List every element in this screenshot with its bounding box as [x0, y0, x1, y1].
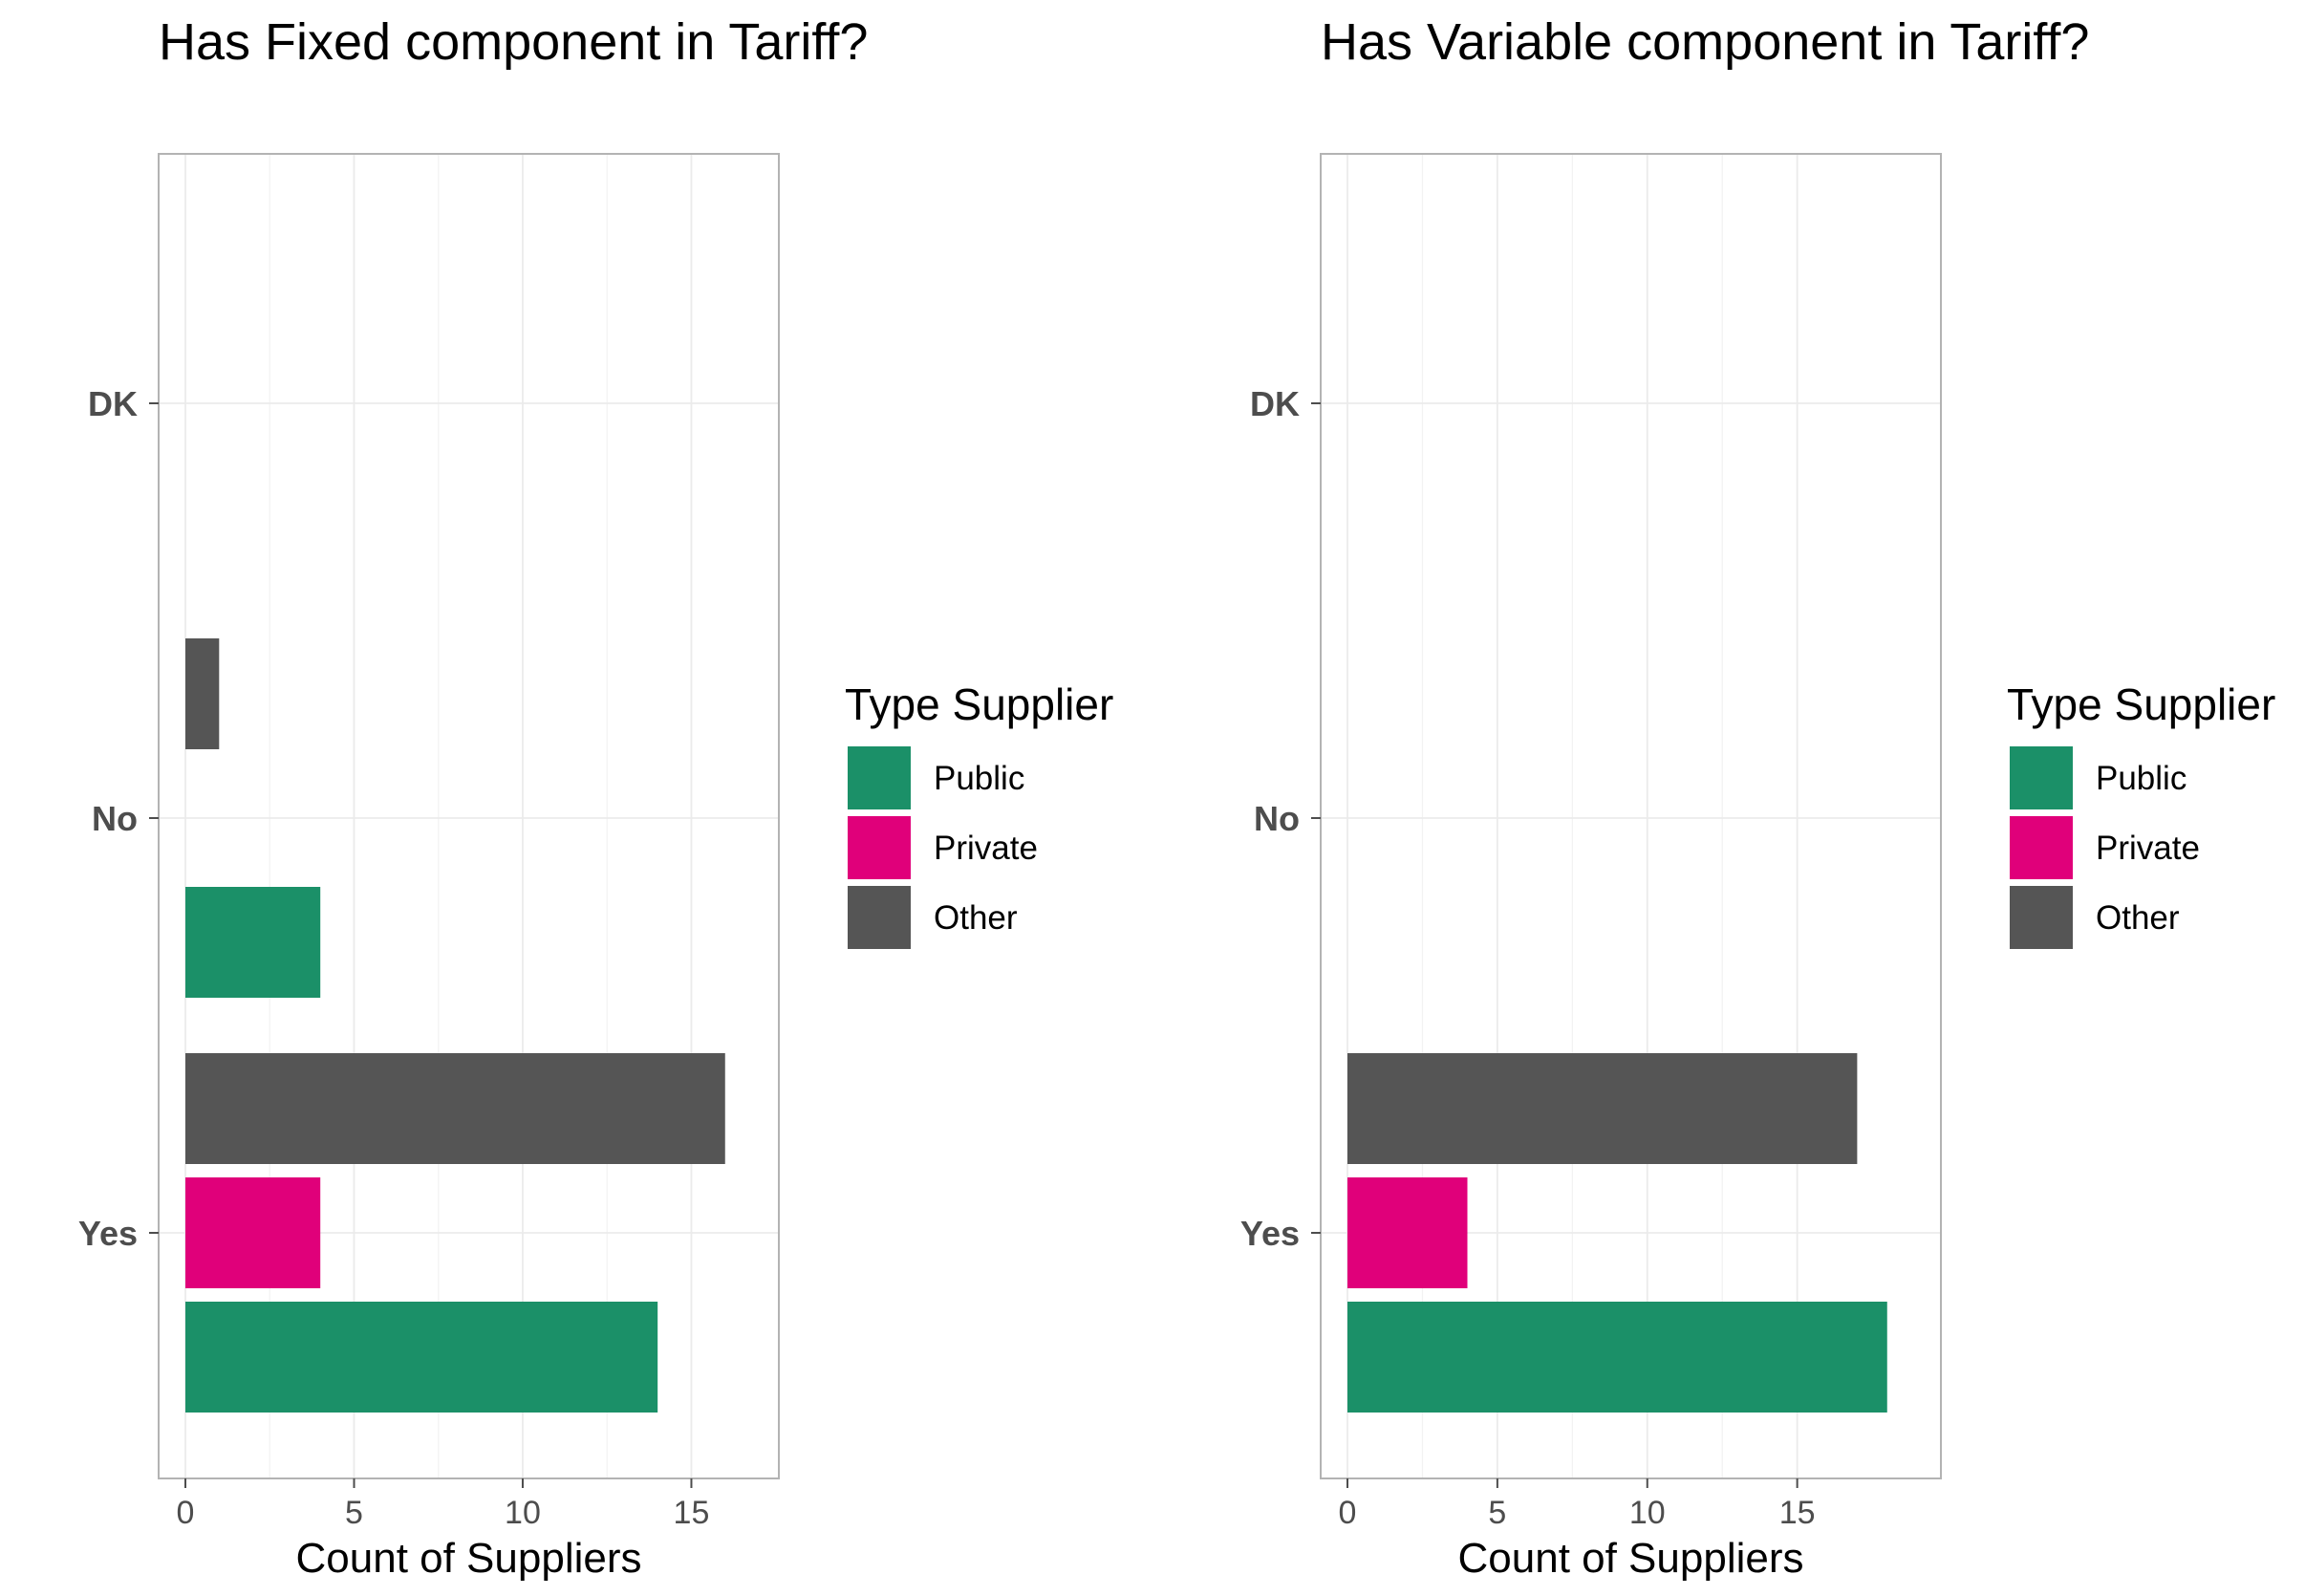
- legend-key-private: [2010, 816, 2073, 879]
- legend-label-public: Public: [2096, 760, 2187, 797]
- legend: Type Supplier Public Private Other: [845, 679, 1113, 949]
- chart-panel-1: Has Fixed component in Tariff? Yes No DK 0 5 1…: [78, 13, 1113, 1582]
- bar-public-yes: [185, 1302, 658, 1413]
- legend-label-public: Public: [934, 760, 1024, 797]
- legend-title: Type Supplier: [2007, 679, 2275, 729]
- panel-border: [158, 153, 780, 1479]
- x-axis-label: Count of Suppliers: [1458, 1535, 1804, 1582]
- legend-key-other: [2010, 886, 2073, 949]
- y-tick-label: DK: [1250, 384, 1300, 423]
- chart-title: Has Fixed component in Tariff?: [159, 13, 868, 71]
- legend-label-other: Other: [2096, 899, 2180, 937]
- x-tick-label: 15: [1779, 1495, 1816, 1531]
- x-tick-label: 5: [1488, 1495, 1506, 1531]
- legend-key-public: [848, 746, 911, 809]
- bar-public-no: [185, 887, 321, 998]
- x-tick-label: 5: [345, 1495, 363, 1531]
- legend-label-private: Private: [934, 830, 1038, 867]
- x-tick-label: 10: [505, 1495, 541, 1531]
- bar-public-yes: [1347, 1302, 1887, 1413]
- y-tick-label: Yes: [1240, 1214, 1300, 1253]
- y-tick-label: Yes: [78, 1214, 138, 1253]
- legend-label-other: Other: [934, 899, 1018, 937]
- bar-other-yes: [1347, 1053, 1858, 1164]
- x-tick-label: 15: [674, 1495, 710, 1531]
- y-tick-label: DK: [88, 384, 138, 423]
- x-tick-label: 0: [177, 1495, 195, 1531]
- bar-private-yes: [1347, 1177, 1468, 1288]
- legend-title: Type Supplier: [845, 679, 1113, 729]
- legend-key-private: [848, 816, 911, 879]
- x-tick-label: 0: [1339, 1495, 1357, 1531]
- y-tick-label: No: [92, 799, 138, 838]
- chart-panel-2: Has Variable component in Tariff? Yes No DK…: [1240, 13, 2275, 1582]
- legend-key-other: [848, 886, 911, 949]
- bar-other-no: [185, 638, 220, 749]
- bar-other-yes: [185, 1053, 725, 1164]
- panel-border: [1320, 153, 1942, 1479]
- legend-label-private: Private: [2096, 830, 2200, 867]
- bar-private-yes: [185, 1177, 321, 1288]
- x-axis-label: Count of Suppliers: [296, 1535, 642, 1582]
- y-tick-label: No: [1254, 799, 1300, 838]
- legend: Type Supplier Public Private Other: [2007, 679, 2275, 949]
- legend-key-public: [2010, 746, 2073, 809]
- chart-title: Has Variable component in Tariff?: [1321, 13, 2089, 71]
- x-tick-label: 10: [1629, 1495, 1666, 1531]
